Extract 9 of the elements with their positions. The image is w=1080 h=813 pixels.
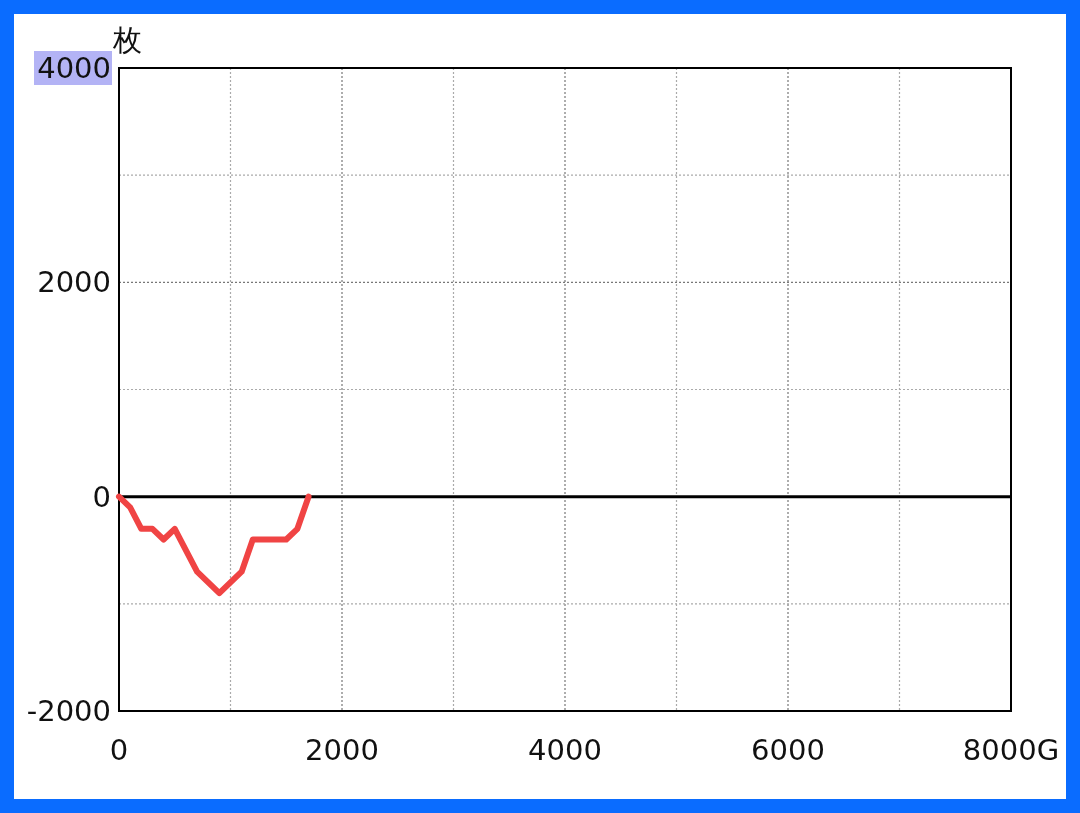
y-axis-title: 枚	[111, 23, 142, 57]
y-tick-label: 4000	[37, 51, 111, 85]
y-tick-label: -2000	[26, 694, 111, 728]
y-tick-label: 2000	[37, 265, 111, 300]
x-tick-label: 8000G	[962, 733, 1060, 767]
x-tick-label: 6000	[751, 733, 825, 767]
y-tick-label: 0	[92, 479, 111, 514]
x-tick-label: 2000	[305, 733, 379, 767]
x-tick-label: 4000	[528, 733, 602, 767]
